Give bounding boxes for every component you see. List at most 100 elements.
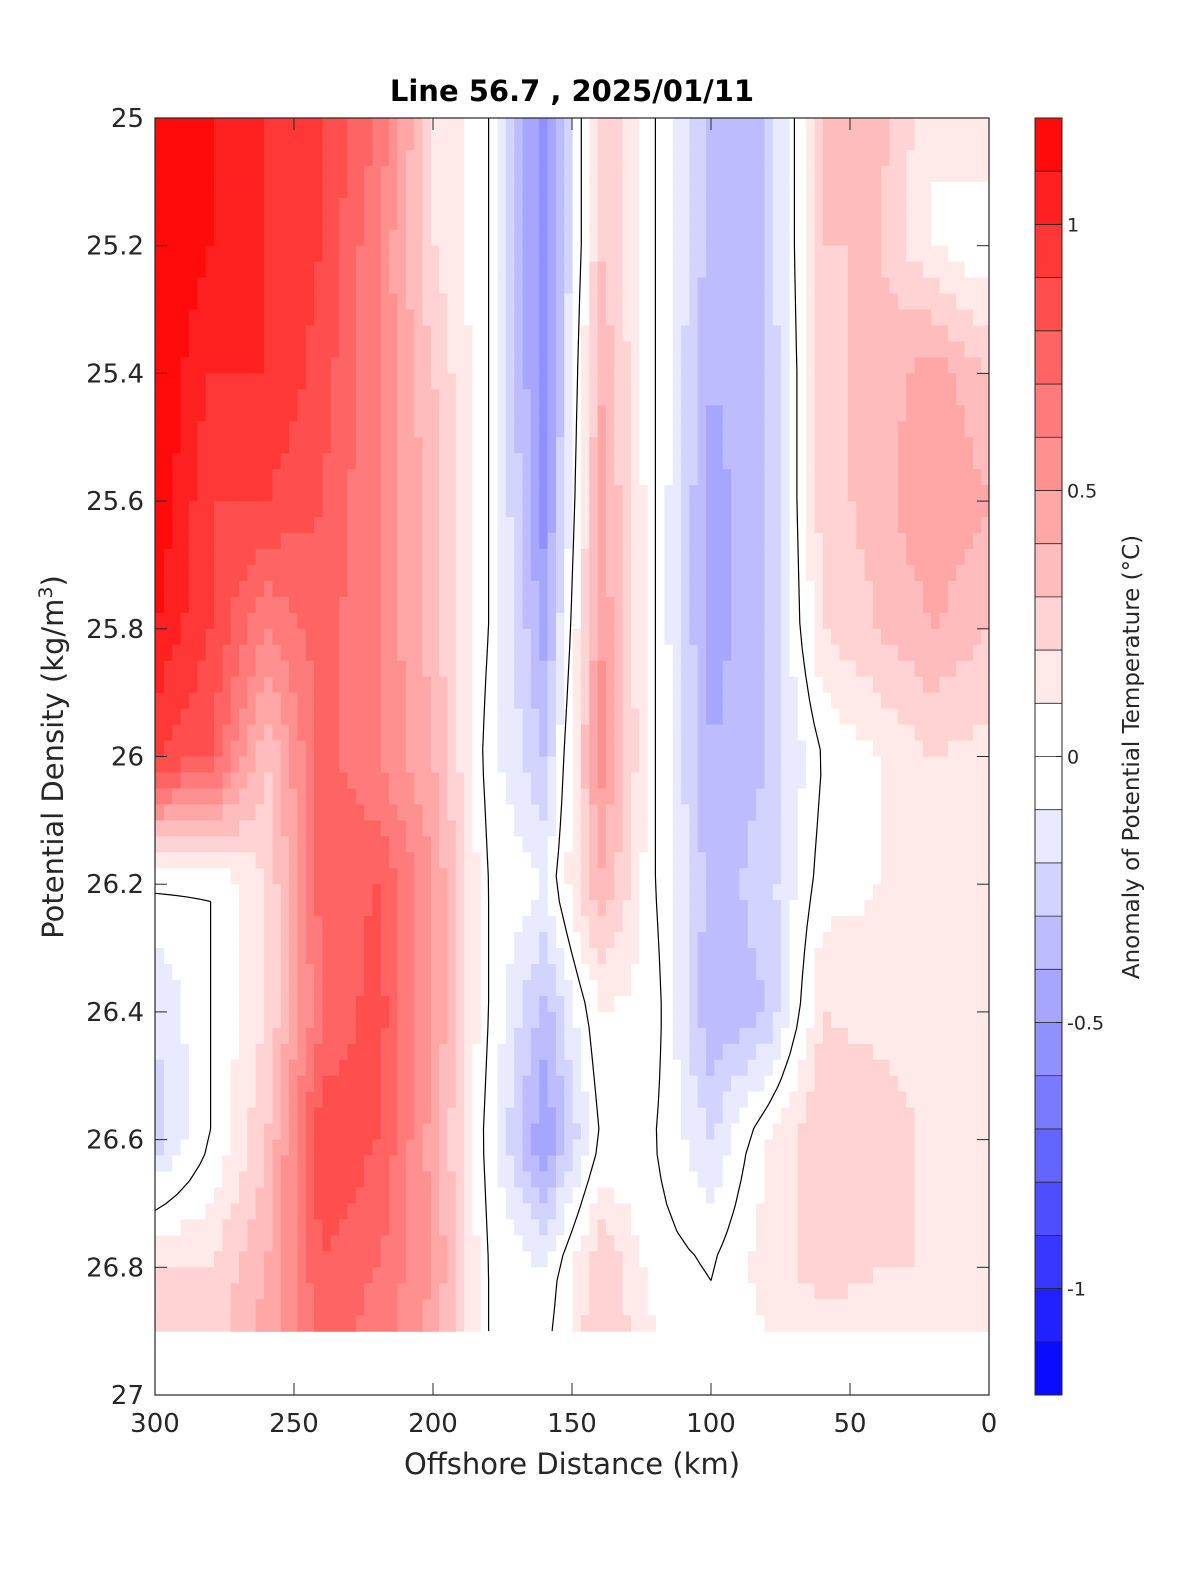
field-cell bbox=[705, 580, 715, 598]
field-cell bbox=[630, 772, 640, 790]
field-cell bbox=[463, 852, 473, 869]
field-cell bbox=[405, 357, 415, 374]
field-cell bbox=[563, 644, 573, 662]
field-cell bbox=[655, 868, 665, 885]
field-cell bbox=[572, 133, 581, 151]
field-cell bbox=[688, 165, 698, 183]
field-cell bbox=[405, 389, 415, 406]
field-cell bbox=[972, 293, 982, 311]
field-cell bbox=[722, 612, 732, 630]
field-cell bbox=[972, 229, 982, 247]
field-cell bbox=[521, 133, 531, 151]
field-cell bbox=[647, 772, 656, 790]
field-cell bbox=[938, 772, 948, 790]
field-cell bbox=[872, 405, 882, 422]
field-cell bbox=[238, 580, 248, 598]
field-cell bbox=[155, 277, 164, 295]
field-cell bbox=[488, 165, 498, 183]
field-cell bbox=[480, 517, 490, 534]
field-cell bbox=[346, 660, 356, 678]
field-cell bbox=[355, 325, 365, 343]
field-cell bbox=[155, 245, 164, 263]
field-cell bbox=[797, 517, 807, 534]
field-cell bbox=[321, 852, 331, 869]
field-cell bbox=[747, 118, 757, 135]
field-cell bbox=[521, 118, 531, 135]
field-cell bbox=[246, 437, 256, 454]
field-cell bbox=[797, 229, 807, 247]
field-cell bbox=[738, 421, 748, 438]
field-cell bbox=[880, 724, 890, 742]
field-cell bbox=[521, 149, 531, 167]
field-cell bbox=[280, 533, 290, 550]
field-cell bbox=[321, 501, 331, 518]
field-cell bbox=[855, 453, 865, 470]
field-cell bbox=[555, 548, 565, 566]
field-cell bbox=[505, 740, 515, 758]
field-cell bbox=[822, 165, 832, 183]
field-cell bbox=[905, 293, 915, 311]
field-cell bbox=[863, 820, 873, 837]
field-cell bbox=[221, 804, 231, 821]
field-cell bbox=[446, 740, 456, 758]
field-cell bbox=[205, 580, 214, 598]
field-cell bbox=[813, 788, 823, 805]
field-cell bbox=[847, 341, 857, 359]
field-cell bbox=[605, 165, 615, 183]
field-cell bbox=[421, 868, 431, 885]
field-cell bbox=[847, 708, 857, 726]
field-cell bbox=[221, 453, 231, 470]
field-cell bbox=[963, 245, 973, 263]
field-cell bbox=[663, 485, 673, 502]
field-cell bbox=[597, 389, 606, 406]
field-cell bbox=[521, 325, 531, 343]
field-cell bbox=[396, 533, 406, 550]
field-cell bbox=[380, 788, 390, 805]
field-cell bbox=[246, 788, 256, 805]
field-cell bbox=[280, 644, 290, 662]
field-cell bbox=[630, 900, 640, 917]
field-cell bbox=[205, 533, 214, 550]
field-cell bbox=[413, 756, 423, 774]
field-cell bbox=[647, 628, 656, 646]
field-cell bbox=[705, 165, 715, 183]
field-cell bbox=[947, 820, 957, 837]
field-cell bbox=[697, 453, 707, 470]
field-cell bbox=[680, 533, 690, 550]
field-cell bbox=[338, 612, 348, 630]
field-cell bbox=[713, 708, 723, 726]
field-cell bbox=[271, 756, 281, 774]
field-cell bbox=[863, 405, 873, 422]
field-cell bbox=[546, 469, 556, 486]
field-cell bbox=[180, 245, 189, 263]
field-cell bbox=[321, 644, 331, 662]
field-cell bbox=[580, 437, 590, 454]
field-cell bbox=[622, 788, 631, 805]
field-cell bbox=[205, 149, 214, 167]
field-cell bbox=[188, 644, 198, 662]
field-cell bbox=[430, 628, 440, 646]
field-cell bbox=[622, 341, 631, 359]
field-cell bbox=[888, 676, 898, 694]
field-cell bbox=[196, 181, 206, 199]
field-cell bbox=[205, 118, 214, 135]
field-cell bbox=[321, 740, 331, 758]
field-cell bbox=[688, 804, 698, 821]
field-cell bbox=[496, 676, 506, 694]
field-cell bbox=[772, 580, 782, 598]
field-cell bbox=[405, 118, 415, 135]
field-cell bbox=[597, 373, 606, 390]
field-cell bbox=[221, 133, 231, 151]
field-cell bbox=[280, 118, 290, 135]
field-cell bbox=[647, 261, 656, 279]
field-cell bbox=[288, 149, 298, 167]
field-cell bbox=[205, 245, 214, 263]
field-cell bbox=[663, 772, 673, 790]
field-cell bbox=[638, 580, 648, 598]
field-cell bbox=[163, 118, 173, 135]
field-cell bbox=[505, 596, 515, 614]
field-cell bbox=[421, 852, 431, 869]
field-cell bbox=[655, 836, 665, 853]
field-cell bbox=[688, 309, 698, 327]
field-cell bbox=[963, 421, 973, 438]
